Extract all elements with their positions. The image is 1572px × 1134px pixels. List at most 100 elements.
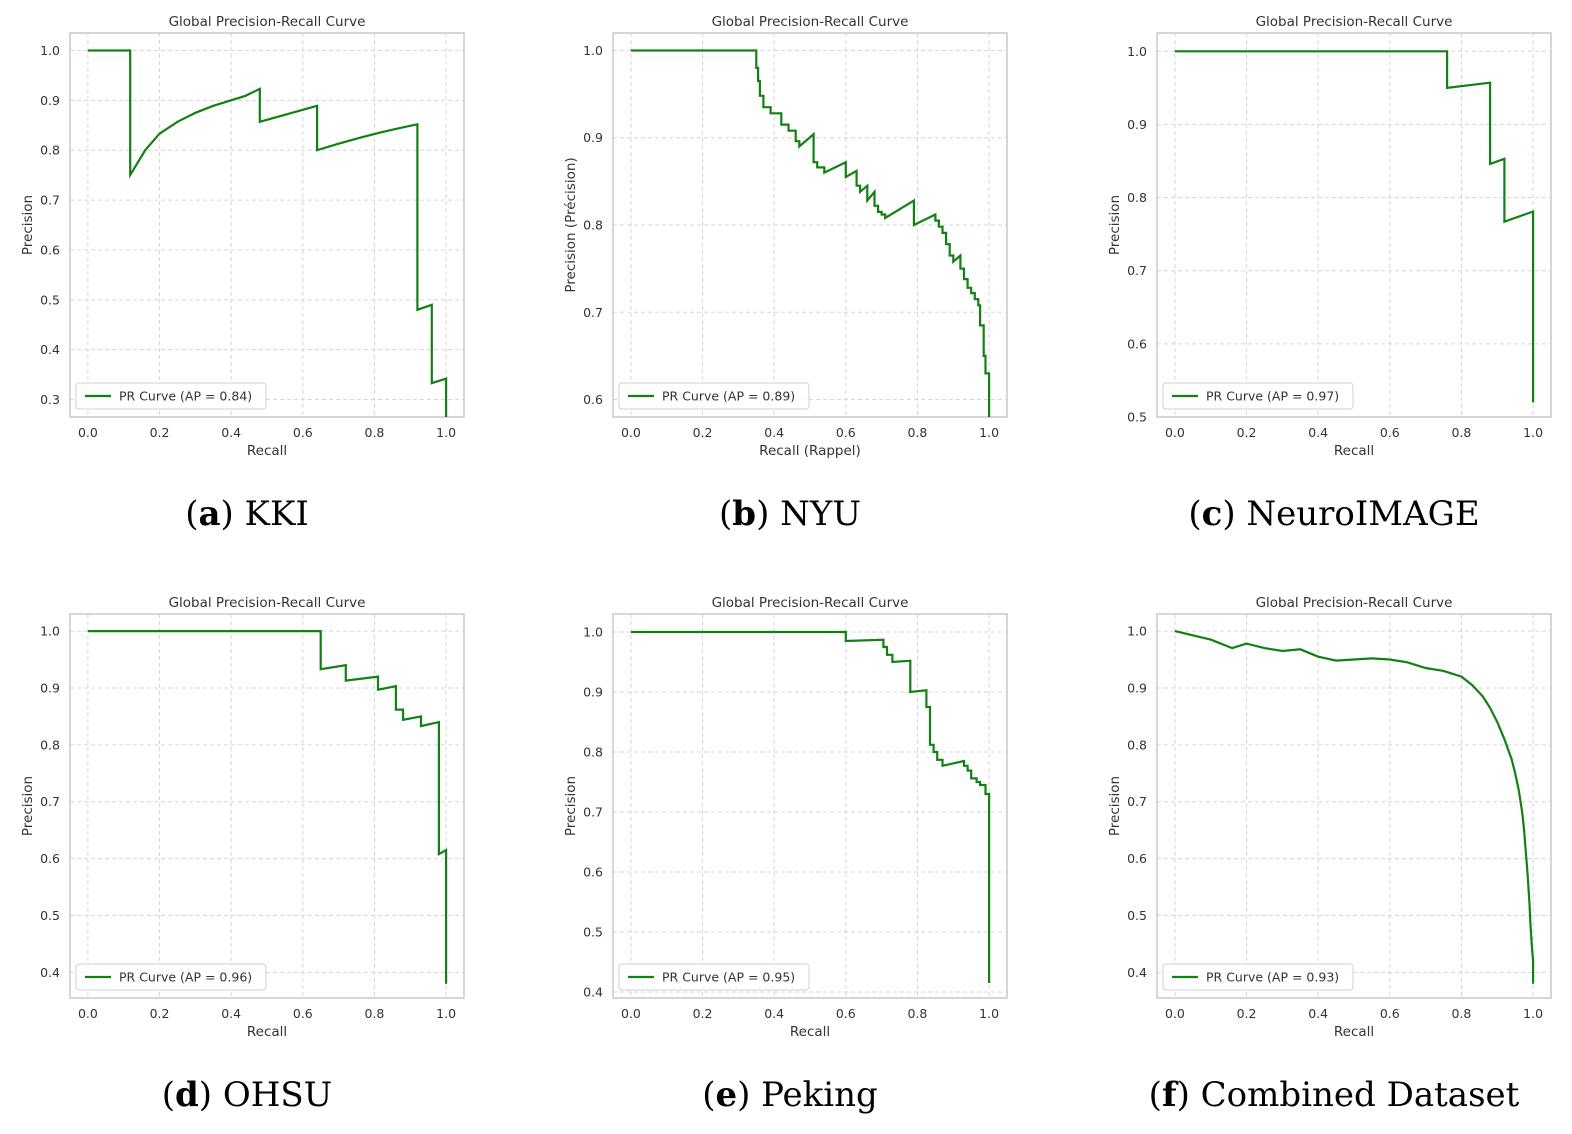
y-tick-label: 0.7 [583,805,603,820]
pr-curve-line [630,49,991,417]
x-tick-label: 0.6 [1380,425,1400,440]
chart-title: Global Precision-Recall Curve [1256,595,1453,611]
y-tick-label: 0.6 [40,851,60,866]
chart-title: Global Precision-Recall Curve [169,14,366,30]
x-tick-label: 0.2 [150,1006,170,1021]
pr-curve-line [630,630,991,983]
x-tick-label: 0.4 [221,425,241,440]
x-tick-label: 0.2 [1237,425,1257,440]
caption-letter: e [715,1075,737,1115]
legend-entry: PR Curve (AP = 0.96) [119,970,252,985]
x-tick-label: 1.0 [1523,1006,1543,1021]
y-tick-label: 0.9 [1127,680,1147,695]
y-tick-label: 0.8 [40,143,60,158]
x-tick-label: 0.2 [150,425,170,440]
y-axis-label: Precision [1107,195,1123,255]
panel-caption: (a) KKI [185,494,309,534]
x-tick-label: 0.4 [764,1006,784,1021]
plot-frame [69,32,465,418]
y-tick-label: 0.9 [1127,117,1147,132]
legend-entry: PR Curve (AP = 0.89) [662,389,795,404]
x-tick-label: 0.0 [78,1006,98,1021]
chart-panel-f: 0.0 0.2 0.4 0.6 0.8 1.0 0.4 0.5 0.6 0.7 0.8 0.9 1.0 G… [1107,595,1552,1115]
x-tick-label: 0.0 [78,425,98,440]
x-tick-label: 0.6 [293,425,313,440]
x-tick-label: 0.6 [1380,1006,1400,1021]
y-tick-label: 1.0 [583,43,603,58]
y-tick-label: 1.0 [1127,624,1147,639]
y-tick-label: 1.0 [40,43,60,58]
x-tick-label: 1.0 [1523,425,1543,440]
y-tick-label: 1.0 [583,625,603,640]
y-tick-label: 0.6 [1127,851,1147,866]
y-axis-label: Precision [563,776,579,836]
chart-panel-d: 0.0 0.2 0.4 0.6 0.8 1.0 0.4 0.5 0.6 0.7 0.8 0.9 1.0 G… [20,595,465,1115]
chart-title: Global Precision-Recall Curve [712,14,909,30]
legend-entry: PR Curve (AP = 0.97) [1206,389,1339,404]
x-tick-label: 1.0 [979,1006,999,1021]
x-tick-label: 1.0 [979,425,999,440]
y-tick-label: 1.0 [40,624,60,639]
x-tick-label: 0.6 [836,1006,856,1021]
y-tick-label: 0.5 [40,292,60,307]
x-axis-label: Recall [1334,443,1374,459]
panel-caption: (e) Peking [702,1075,878,1115]
legend: PR Curve (AP = 0.97) [1162,382,1354,410]
legend-box [75,382,267,410]
legend: PR Curve (AP = 0.96) [75,963,267,991]
legend-box [75,963,267,991]
y-tick-label: 0.5 [583,925,603,940]
x-tick-label: 0.8 [908,1006,928,1021]
y-tick-label: 0.4 [1127,965,1147,980]
x-tick-label: 0.2 [1237,1006,1257,1021]
x-tick-label: 0.6 [836,425,856,440]
legend: PR Curve (AP = 0.89) [618,382,810,410]
x-tick-label: 0.8 [365,425,385,440]
y-tick-label: 0.6 [40,242,60,257]
x-tick-label: 0.4 [764,425,784,440]
y-tick-label: 0.5 [1127,410,1147,425]
legend: PR Curve (AP = 0.93) [1162,963,1354,991]
x-axis-label: Recall (Rappel) [759,443,861,459]
y-axis-label: Precision (Précision) [563,157,579,292]
x-tick-label: 1.0 [436,1006,456,1021]
chart-panel-a: 0.0 0.2 0.4 0.6 0.8 1.0 0.3 0.4 0.5 0.6 0.7 0.8 0.9 1… [20,14,465,534]
y-tick-label: 0.6 [583,865,603,880]
legend-box [618,382,810,410]
plot-frame [1156,613,1552,999]
y-tick-label: 0.7 [1127,263,1147,278]
y-tick-label: 0.7 [40,794,60,809]
y-tick-label: 0.8 [583,745,603,760]
x-axis-label: Recall [1334,1024,1374,1040]
y-tick-label: 0.6 [1127,336,1147,351]
y-tick-label: 0.3 [40,392,60,407]
x-tick-label: 0.8 [1452,425,1472,440]
y-axis-label: Precision [1107,776,1123,836]
x-tick-label: 0.0 [621,1006,641,1021]
caption-letter: c [1202,494,1223,534]
legend: PR Curve (AP = 0.95) [618,963,810,991]
plot-frame [612,613,1008,999]
caption-letter: b [732,494,756,534]
y-tick-label: 0.9 [583,685,603,700]
x-tick-label: 0.0 [1165,425,1185,440]
legend-entry: PR Curve (AP = 0.93) [1206,970,1339,985]
chart-title: Global Precision-Recall Curve [169,595,366,611]
pr-curve-line [1174,50,1535,403]
y-tick-label: 1.0 [1127,44,1147,59]
panel-caption: (d) OHSU [162,1075,333,1115]
panel-caption: (c) NeuroIMAGE [1188,494,1479,534]
plot-frame [1156,32,1552,418]
panel-caption: (b) NYU [719,494,861,534]
y-tick-label: 0.7 [583,305,603,320]
x-tick-label: 0.2 [693,1006,713,1021]
caption-letter: d [175,1075,199,1115]
y-axis-label: Precision [20,195,36,255]
y-tick-label: 0.6 [583,392,603,407]
legend-entry: PR Curve (AP = 0.84) [119,389,252,404]
y-axis-label: Precision [20,776,36,836]
x-tick-label: 0.8 [1452,1006,1472,1021]
y-tick-label: 0.5 [40,908,60,923]
x-tick-label: 0.8 [365,1006,385,1021]
